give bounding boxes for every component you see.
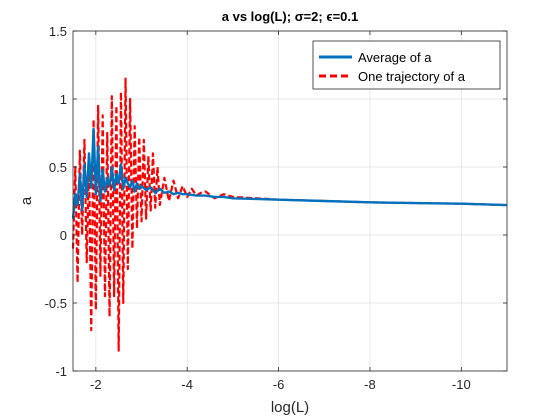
x-axis-label: log(L)	[271, 399, 309, 416]
series-line-average	[71, 127, 508, 219]
x-tick-label: -6	[273, 377, 285, 392]
x-tick-label: -8	[364, 377, 376, 392]
plot-frame	[72, 30, 508, 372]
legend-box	[312, 40, 501, 90]
x-tick-label: -4	[181, 377, 193, 392]
axis-ticks: -2 -4 -6 -8 -10 -1 -0.5 0 0.5 1 1.5	[45, 24, 507, 392]
legend: Average of a One trajectory of a	[312, 40, 501, 90]
chart-title: a vs log(L); σ=2; ϵ=0.1	[222, 9, 359, 24]
legend-label-average: Average of a	[358, 50, 432, 65]
legend-label-trajectory: One trajectory of a	[358, 69, 466, 84]
series-layer	[71, 77, 508, 352]
y-tick-label: -0.5	[45, 296, 67, 311]
series-line-trajectory	[71, 77, 508, 352]
y-tick-label: 0.5	[49, 160, 67, 175]
y-tick-label: 1	[60, 92, 67, 107]
y-tick-label: 0	[60, 228, 67, 243]
y-tick-label: -1	[55, 364, 67, 379]
x-tick-label: -10	[452, 377, 471, 392]
y-tick-label: 1.5	[49, 24, 67, 39]
y-axis-label: a	[18, 196, 35, 205]
x-tick-label: -2	[90, 377, 102, 392]
